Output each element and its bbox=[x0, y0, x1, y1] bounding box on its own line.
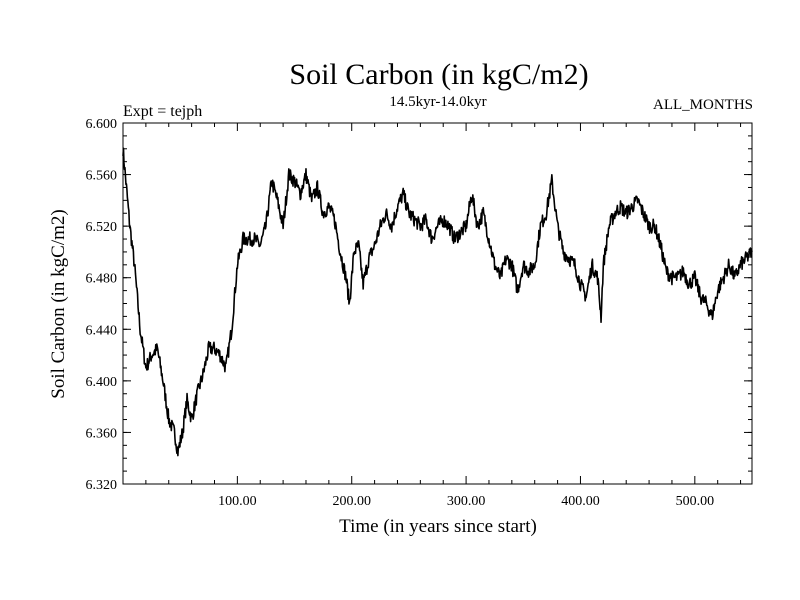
y-tick-label: 6.600 bbox=[86, 117, 118, 132]
x-tick-label: 300.00 bbox=[447, 494, 486, 509]
x-axis-label: Time (in years since start) bbox=[339, 516, 537, 537]
series-line bbox=[122, 147, 753, 457]
y-tick-label: 6.480 bbox=[86, 272, 118, 287]
y-tick-label: 6.520 bbox=[86, 220, 118, 235]
experiment-label: Expt = tejph bbox=[123, 103, 202, 120]
series-layer bbox=[122, 147, 753, 457]
chart-title: Soil Carbon (in kgC/m2) bbox=[289, 58, 588, 91]
y-tick-label: 6.440 bbox=[86, 323, 118, 338]
axis-ticks: 6.320 6.360 6.400 6.440 6.480 6.520 6.560 6.600… bbox=[86, 117, 752, 509]
y-axis-label: Soil Carbon (in kgC/m2) bbox=[48, 209, 69, 398]
x-tick-label: 500.00 bbox=[676, 494, 715, 509]
y-tick-label: 6.360 bbox=[86, 426, 118, 441]
x-tick-label: 200.00 bbox=[332, 494, 371, 509]
months-label: ALL_MONTHS bbox=[653, 97, 753, 113]
y-tick-label: 6.400 bbox=[86, 375, 118, 390]
y-tick-label: 6.320 bbox=[86, 478, 118, 493]
x-tick-label: 400.00 bbox=[561, 494, 600, 509]
chart-subtitle: 14.5kyr-14.0kyr bbox=[389, 94, 486, 110]
y-tick-label: 6.560 bbox=[86, 169, 118, 184]
plot-frame bbox=[122, 122, 753, 485]
x-tick-label: 100.00 bbox=[218, 494, 257, 509]
